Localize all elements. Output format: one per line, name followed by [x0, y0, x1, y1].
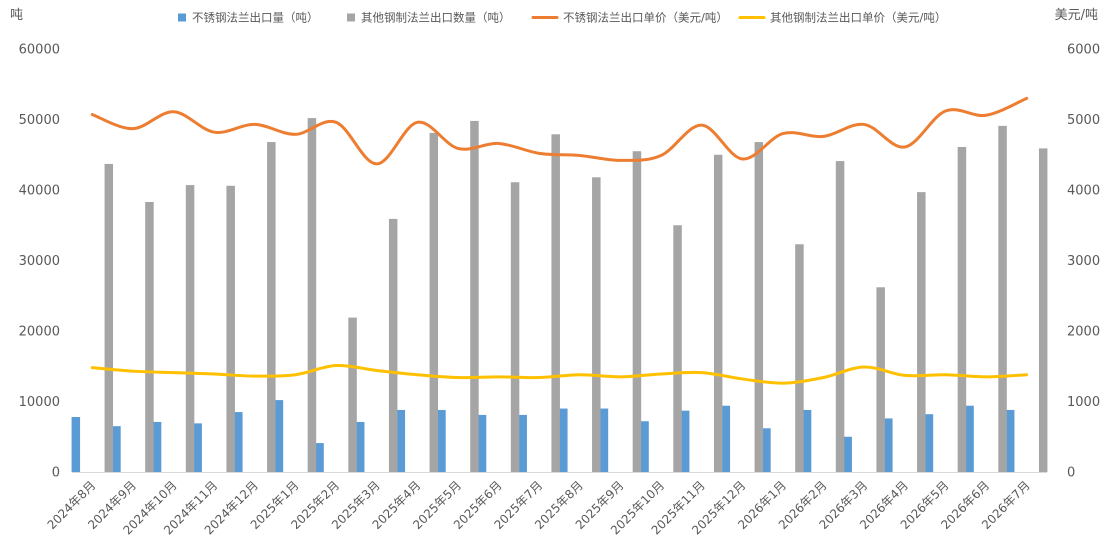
other-steel-volume-bar — [673, 225, 682, 472]
other-steel-volume-bar — [226, 185, 235, 472]
other-steel-volume-bar — [795, 244, 804, 472]
x-axis: 2024年8月2024年9月2024年10月2024年11月2024年12月20… — [45, 472, 1047, 537]
other-steel-volume-bar — [592, 177, 601, 472]
left-tick-label: 20000 — [19, 325, 60, 340]
other-steel-volume-bar — [835, 161, 845, 472]
stainless-volume-bar — [924, 414, 934, 472]
right-axis-unit: 美元/吨 — [1055, 8, 1098, 23]
legend-swatch — [178, 13, 186, 22]
legend-label: 不锈钢法兰出口量（吨） — [192, 11, 319, 25]
other-steel-volume-bar — [876, 287, 885, 472]
right-tick-label: 0 — [1067, 466, 1075, 481]
right-tick-label: 5000 — [1067, 113, 1100, 128]
stainless-volume-bar — [437, 409, 446, 472]
stainless-volume-bar — [193, 423, 202, 472]
stainless-volume-bar — [599, 408, 609, 472]
other-steel-volume-bar — [1038, 148, 1048, 472]
stainless-volume-bar — [355, 421, 365, 472]
right-tick-label: 2000 — [1067, 325, 1100, 340]
right-tick-label: 1000 — [1067, 395, 1100, 410]
other-steel-volume-bar — [510, 182, 520, 472]
stainless-volume-bar — [559, 408, 568, 472]
right-tick-label: 4000 — [1067, 184, 1100, 199]
stainless-volume-bar — [680, 410, 690, 472]
stainless-volume-bar — [843, 436, 852, 472]
other-steel-volume-bar — [957, 146, 967, 472]
stainless-volume-bar — [396, 409, 406, 472]
stainless-volume-bar — [802, 409, 812, 472]
left-axis-unit: 吨 — [10, 8, 23, 23]
stainless-volume-bar — [274, 400, 284, 472]
stainless-volume-bar — [152, 421, 162, 472]
left-tick-label: 10000 — [19, 395, 60, 410]
other-steel-volume-bar — [754, 142, 764, 472]
legend: 不锈钢法兰出口量（吨） 其他钢制法兰出口数量（吨） 不锈钢法兰出口单价（美元/吨） 其… — [178, 11, 946, 25]
stainless-volume-bar — [315, 443, 324, 472]
other-steel-volume-bar — [145, 201, 154, 473]
legend-label: 其他钢制法兰出口数量（吨） — [361, 11, 511, 25]
left-tick-label: 0 — [52, 466, 60, 481]
right-axis: 0 1000 2000 3000 4000 5000 6000 — [1067, 43, 1100, 481]
bars-layer — [71, 118, 1048, 473]
left-tick-label: 40000 — [19, 184, 60, 199]
legend-swatch — [347, 13, 355, 22]
right-tick-label: 3000 — [1067, 254, 1100, 269]
stainless-volume-bar — [234, 412, 243, 472]
other-steel-volume-bar — [713, 154, 723, 472]
stainless-volume-bar — [640, 421, 649, 472]
other-steel-volume-bar — [104, 163, 114, 473]
stainless-volume-bar — [965, 405, 974, 472]
stainless-volume-bar — [518, 414, 527, 472]
other-steel-volume-bar — [917, 192, 926, 473]
other-steel-volume-bar — [632, 151, 642, 472]
stainless-volume-bar — [71, 417, 81, 472]
other-steel-volume-bar — [470, 120, 479, 472]
left-tick-label: 50000 — [19, 113, 60, 128]
stainless-volume-bar — [884, 418, 893, 472]
stainless-volume-bar — [477, 414, 487, 472]
lines-layer — [90, 96, 1029, 385]
other-steel-volume-bar — [551, 134, 560, 472]
other-steel-volume-bar — [307, 118, 317, 472]
other-steel-volume-bar — [348, 317, 357, 472]
stainless-volume-bar — [721, 405, 731, 472]
stainless-volume-bar — [1005, 409, 1015, 472]
left-axis: 0 10000 20000 30000 40000 50000 60000 — [19, 43, 60, 481]
left-tick-label: 30000 — [19, 254, 60, 269]
other-steel-volume-bar — [267, 142, 276, 472]
other-steel-price-line — [90, 363, 1029, 385]
other-steel-volume-bar — [388, 218, 398, 472]
stainless-volume-bar — [112, 426, 121, 472]
other-steel-volume-bar — [185, 185, 195, 472]
stainless-volume-bar — [762, 428, 771, 472]
other-steel-volume-bar — [998, 125, 1007, 472]
legend-label: 不锈钢法兰出口单价（美元/吨） — [563, 11, 728, 25]
stainless-price-line — [90, 96, 1029, 166]
left-tick-label: 60000 — [19, 43, 60, 58]
other-steel-volume-bar — [429, 132, 439, 472]
legend-label: 其他钢制法兰出口单价（美元/吨） — [770, 11, 946, 25]
right-tick-label: 6000 — [1067, 43, 1100, 58]
